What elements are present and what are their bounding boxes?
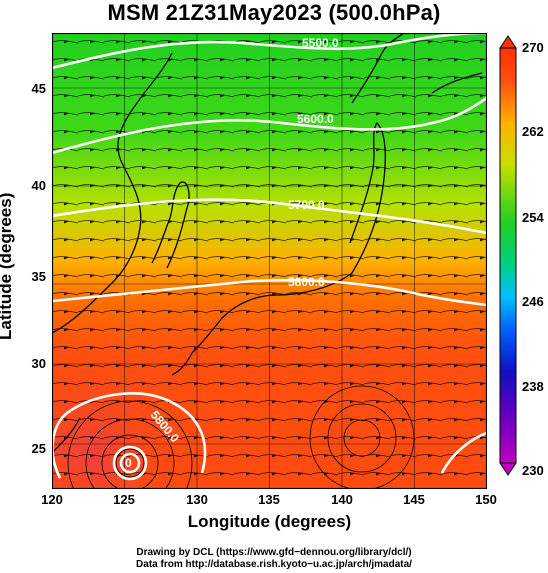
colorbar-top-arrow [499,35,517,49]
cbar-tick-238: 238 [522,379,544,394]
y-axis-label-wrap: Latitude (degrees) [0,193,15,340]
x-tick-125: 125 [113,492,135,507]
y-tick-25: 25 [31,441,46,456]
footer-credit-data: Data from http://database.rish.kyoto−u.a… [136,559,412,570]
cyclone-streamlines [67,385,415,489]
map-plot-area: 5500.0 5600.0 5700.0 5800.0 5800.0 0 [52,33,487,489]
map-title: MSM 21Z31May2023 (500.0hPa) [107,0,441,25]
height-contours [52,33,487,481]
contour-label-5800: 5800.0 [288,275,325,289]
cbar-tick-246: 246 [522,294,544,309]
cbar-tick-230: 230 [522,463,544,478]
cbar-tick-254: 254 [522,210,544,225]
x-tick-130: 130 [186,492,208,507]
y-axis-label: Latitude (degrees) [0,192,15,340]
y-tick-45: 45 [31,81,46,96]
cbar-tick-262: 262 [522,124,544,139]
colorbar [499,35,517,476]
x-tick-150: 150 [475,492,497,507]
contour-label-low-center: 0 [125,456,132,470]
contour-label-5600: 5600.0 [297,112,334,126]
graticule [52,33,487,489]
contour-label-5500: 5500.0 [302,36,339,50]
coastlines [52,33,483,454]
y-tick-35: 35 [31,269,46,284]
contour-label-5700: 5700.0 [288,198,325,212]
footer-credit-dcl: Drawing by DCL (https://www.gfd−dennou.o… [136,547,412,558]
x-tick-135: 135 [258,492,280,507]
x-tick-145: 145 [403,492,425,507]
plot-frame [52,33,487,489]
cbar-tick-270: 270 [522,40,544,55]
y-tick-40: 40 [31,178,46,193]
x-axis-label: Longitude (degrees) [187,512,352,531]
x-tick-140: 140 [331,492,353,507]
y-tick-30: 30 [31,356,46,371]
colorbar-bottom-arrow [499,462,517,476]
x-tick-120: 120 [41,492,63,507]
